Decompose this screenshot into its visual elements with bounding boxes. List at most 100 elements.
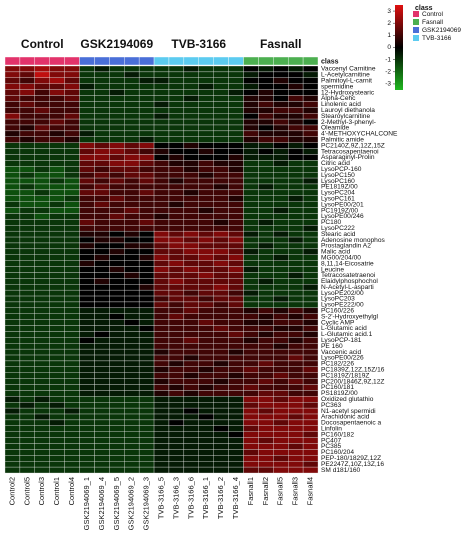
heatmap-cell bbox=[19, 89, 35, 96]
heatmap-cell bbox=[94, 378, 110, 385]
heatmap-cell bbox=[213, 295, 229, 303]
heatmap-cell bbox=[94, 278, 110, 285]
heatmap-cell bbox=[183, 65, 199, 73]
heatmap-cell bbox=[198, 331, 214, 338]
heatmap-cell bbox=[198, 413, 214, 421]
heatmap-cell bbox=[168, 378, 185, 385]
heatmap-cell bbox=[153, 301, 170, 309]
heatmap-cell bbox=[124, 272, 140, 279]
heatmap-cell bbox=[49, 148, 65, 155]
heatmap-cell bbox=[94, 372, 110, 379]
column-label: Fasnall5 bbox=[276, 477, 285, 505]
heatmap-cell bbox=[273, 431, 289, 438]
column-label: GSK2194069_1 bbox=[82, 477, 91, 530]
heatmap-cell bbox=[124, 177, 140, 185]
heatmap-cell bbox=[198, 354, 214, 362]
heatmap-cell bbox=[109, 242, 125, 250]
heatmap-cell bbox=[109, 384, 125, 391]
heatmap-cell bbox=[228, 378, 244, 385]
heatmap-cell bbox=[49, 89, 65, 96]
heatmap-cell bbox=[109, 278, 125, 285]
heatmap-cell bbox=[198, 166, 214, 173]
row-label: LysoPE00/226 bbox=[321, 355, 364, 362]
heatmap-cell bbox=[288, 177, 304, 185]
heatmap-cell bbox=[64, 319, 80, 326]
heatmap-cell bbox=[64, 113, 80, 120]
heatmap-cell bbox=[258, 166, 274, 173]
heatmap-cell bbox=[4, 148, 21, 155]
heatmap-cell bbox=[213, 136, 229, 143]
heatmap-cell bbox=[4, 254, 21, 261]
heatmap-cell bbox=[213, 207, 229, 214]
heatmap-cell bbox=[183, 360, 199, 368]
heatmap-cell bbox=[124, 183, 140, 191]
heatmap-cell bbox=[168, 183, 185, 191]
heatmap-cell bbox=[243, 425, 259, 432]
heatmap-cell bbox=[273, 236, 289, 244]
heatmap-cell bbox=[124, 95, 140, 102]
heatmap-cell bbox=[213, 171, 229, 179]
heatmap-cell bbox=[19, 284, 35, 291]
heatmap-cell bbox=[273, 301, 289, 309]
heatmap-cell bbox=[49, 254, 65, 261]
heatmap-cell bbox=[168, 254, 185, 261]
heatmap-cell bbox=[138, 213, 155, 220]
heatmap-cell bbox=[198, 431, 214, 438]
heatmap-cell bbox=[258, 207, 274, 214]
heatmap-cell bbox=[19, 107, 35, 114]
heatmap-cell bbox=[198, 207, 214, 214]
heatmap-cell bbox=[302, 360, 319, 368]
heatmap-cell bbox=[34, 248, 50, 255]
heatmap-cell bbox=[109, 354, 125, 362]
heatmap-cell bbox=[19, 83, 35, 90]
heatmap-cell bbox=[258, 384, 274, 391]
heatmap-cell bbox=[258, 396, 274, 403]
heatmap-cell bbox=[19, 177, 35, 185]
heatmap-cell bbox=[94, 354, 110, 362]
heatmap-cell bbox=[273, 343, 289, 350]
class-cell bbox=[153, 56, 170, 66]
class-cell bbox=[79, 56, 95, 66]
heatmap-cell bbox=[302, 425, 319, 432]
heatmap-cell bbox=[94, 425, 110, 432]
heatmap-cell bbox=[79, 124, 95, 132]
heatmap-cell bbox=[124, 248, 140, 255]
heatmap-cell bbox=[153, 272, 170, 279]
heatmap-cell bbox=[228, 248, 244, 255]
heatmap-cell bbox=[228, 101, 244, 108]
heatmap-cell bbox=[138, 260, 155, 267]
heatmap-cell bbox=[79, 142, 95, 149]
heatmap-cell bbox=[153, 113, 170, 120]
heatmap-cell bbox=[168, 154, 185, 161]
heatmap-cell bbox=[94, 402, 110, 409]
heatmap-cell bbox=[49, 455, 65, 462]
heatmap-cell bbox=[124, 313, 140, 320]
heatmap-cell bbox=[228, 266, 244, 273]
heatmap-cell bbox=[138, 343, 155, 350]
heatmap-cell bbox=[49, 266, 65, 273]
heatmap-cell bbox=[49, 177, 65, 185]
heatmap-cell bbox=[79, 154, 95, 161]
heatmap-cell bbox=[183, 325, 199, 332]
heatmap-cell bbox=[273, 437, 289, 444]
row-label: LysoPC204 bbox=[321, 190, 355, 197]
row-label: PC385 bbox=[321, 443, 341, 450]
heatmap-cell bbox=[273, 354, 289, 362]
heatmap-cell bbox=[109, 366, 125, 373]
heatmap-cell bbox=[213, 407, 229, 415]
heatmap-cell bbox=[183, 254, 199, 261]
heatmap-cell bbox=[168, 413, 185, 421]
heatmap-cell bbox=[183, 461, 199, 468]
heatmap-cell bbox=[109, 130, 125, 137]
heatmap-cell bbox=[288, 402, 304, 409]
heatmap-cell bbox=[4, 83, 21, 90]
heatmap-cell bbox=[94, 183, 110, 191]
heatmap-cell bbox=[183, 118, 199, 126]
heatmap-cell bbox=[109, 360, 125, 368]
row-label: MG00/204/00 bbox=[321, 254, 361, 261]
heatmap-cell bbox=[4, 230, 21, 238]
heatmap-cell bbox=[64, 372, 80, 379]
heatmap-cell bbox=[49, 413, 65, 421]
heatmap-cell bbox=[49, 201, 65, 208]
heatmap-cell bbox=[138, 384, 155, 391]
